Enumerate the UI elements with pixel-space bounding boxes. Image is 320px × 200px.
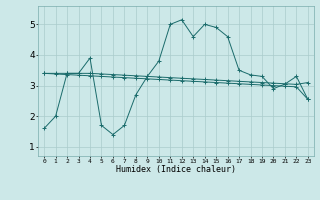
X-axis label: Humidex (Indice chaleur): Humidex (Indice chaleur)	[116, 165, 236, 174]
